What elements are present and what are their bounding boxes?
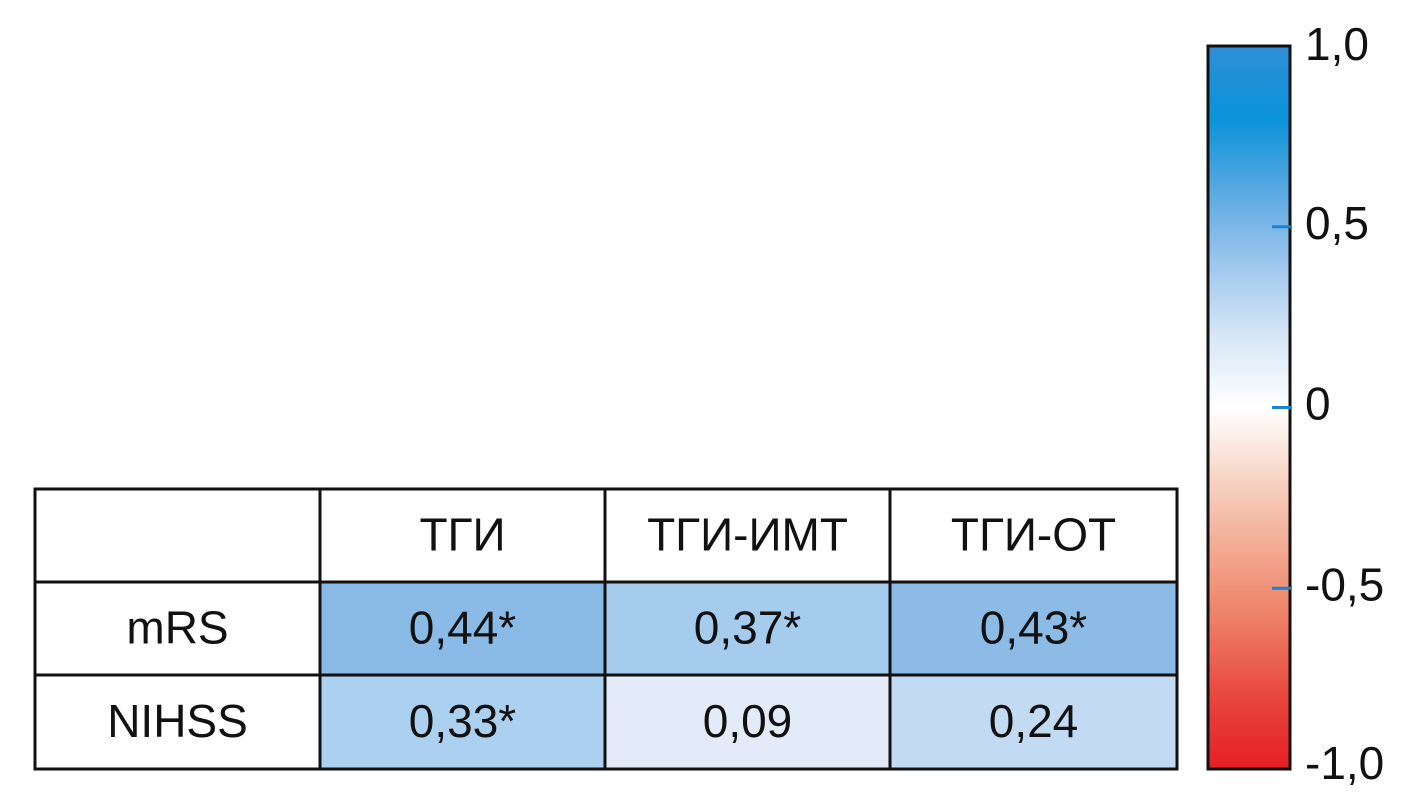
- colorbar-tick-label: 1,0: [1305, 18, 1369, 70]
- colorbar-tick-label: -0,5: [1305, 558, 1384, 610]
- row-label: mRS: [126, 602, 228, 654]
- colorbar-tick-label: -1,0: [1305, 737, 1384, 789]
- header-cell: [603, 487, 892, 584]
- colorbar-tick-label: 0: [1305, 378, 1331, 430]
- column-label: ТГИ: [419, 509, 505, 561]
- column-label: ТГИ-ИМТ: [647, 509, 848, 561]
- cell-value: 0,44*: [409, 602, 517, 654]
- cell-value: 0,43*: [980, 602, 1088, 654]
- heatmap-cell: [888, 673, 1179, 771]
- cell-value: 0,09: [703, 695, 793, 747]
- cell-value: 0,37*: [694, 602, 802, 654]
- header-cell: [888, 487, 1179, 584]
- row-label: NIHSS: [107, 695, 248, 747]
- column-label: ТГИ-ОТ: [951, 509, 1116, 561]
- heatmap-cell: [603, 580, 892, 677]
- cell-value: 0,33*: [409, 695, 517, 747]
- heatmap-cell: [603, 673, 892, 771]
- row-header-cell: [33, 673, 322, 771]
- header-cell: [318, 487, 607, 584]
- cell-value: 0,24: [989, 695, 1079, 747]
- colorbar-tick-label: 0,5: [1305, 197, 1369, 249]
- heatmap-cell: [318, 673, 607, 771]
- header-cell: [33, 487, 322, 584]
